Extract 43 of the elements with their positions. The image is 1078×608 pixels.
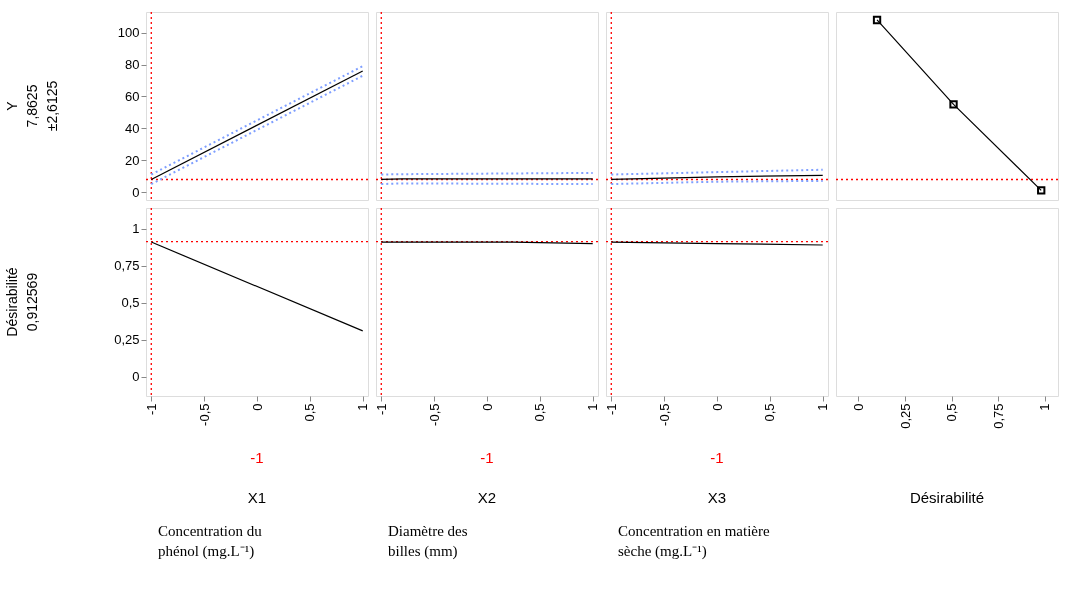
x-tick-label: 0,5 [302,403,318,422]
x-axis-title: Désirabilité [909,489,985,506]
x-tick-label: 0 [709,403,725,411]
x-tick-label: 0 [249,403,265,411]
x-tick-label: 1 [815,403,831,411]
x-tick-label: 0,5 [762,403,778,422]
text: Concentration du phénol (mg.L⁻¹) [158,523,263,560]
x-tick-label: 1 [355,403,371,411]
x-tick-label: -0,5 [196,403,212,426]
x-tick-label: 0,5 [532,403,548,422]
y-tick-label: 0,25 [114,332,140,348]
y-tick-label: 0 [132,369,140,385]
y-tick-label: 80 [125,57,140,73]
y-tick-label: 60 [125,88,140,104]
x-tick-label: 1 [585,403,601,411]
ref-line-label: -1 [480,449,494,466]
x-axis-title: X3 [707,489,727,506]
x-tick-label: -0,5 [426,403,442,426]
y-tick-label: 0,75 [114,258,140,274]
y-tick-label: 100 [117,25,140,41]
x-tick-label: 0 [850,403,866,411]
x-tick-label: -1 [373,403,389,416]
y-tick-label: 0 [132,184,140,200]
x-tick-label: 0,75 [990,403,1006,429]
y-tick-label: 20 [125,152,140,168]
y-tick-label: 0,5 [121,295,140,311]
x-tick-label: 0 [479,403,495,411]
x-axis-title: X2 [477,489,497,506]
text: Concentration en matière sèche (mg.L⁻¹) [618,523,770,560]
x-tick-label: 0,5 [944,403,960,422]
x-axis-title: X1 [247,489,267,506]
ref-line-label: -1 [710,449,724,466]
x-tick-label: -0,5 [656,403,672,426]
y-tick-label: 1 [132,221,140,237]
y-tick-label: 40 [125,120,140,136]
y-axis-title: Désirabilité 0,912569 [4,267,40,337]
y-axis-title: Y 7,8625 ±2,6125 [4,80,60,132]
x-tick-label: 0,25 [897,403,913,429]
text: Diamètre des billes (mm) [388,523,468,560]
x-tick-label: -1 [143,403,159,416]
ref-line-label: -1 [250,449,264,466]
x-tick-label: -1 [603,403,619,416]
x-tick-label: 1 [1037,403,1053,411]
